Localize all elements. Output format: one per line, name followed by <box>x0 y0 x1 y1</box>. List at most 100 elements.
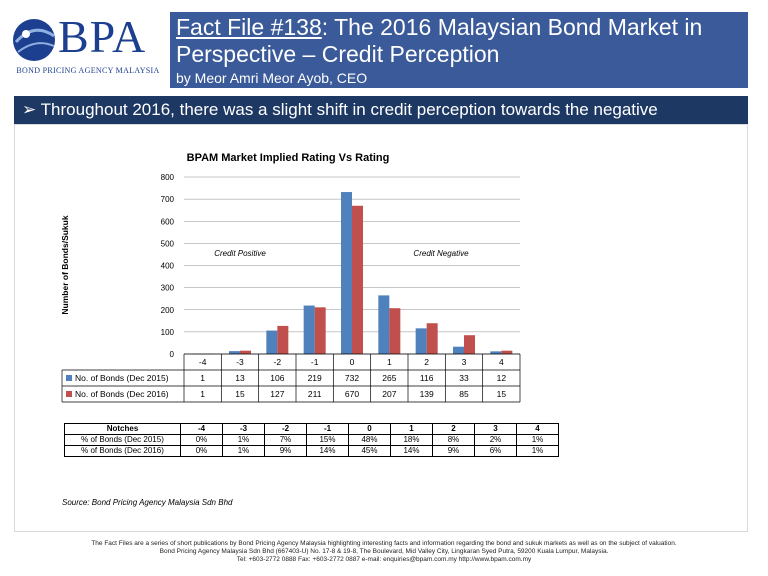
bar-dec2015-3 <box>453 346 464 354</box>
bpa-logo <box>13 19 55 61</box>
legend-label: No. of Bonds (Dec 2016) <box>75 389 169 399</box>
pct-header-cell: 3 <box>474 423 517 435</box>
bullet-arrow-icon: ➢ <box>22 100 41 119</box>
logo-text: BPA <box>58 11 147 62</box>
data-label: 15 <box>497 389 507 399</box>
bar-dec2015-0 <box>341 192 352 354</box>
category-label: 1 <box>387 357 392 367</box>
bar-dec2016-0 <box>352 205 363 354</box>
bar-dec2016-4 <box>501 350 513 354</box>
data-label: 265 <box>382 373 396 383</box>
content-frame <box>14 124 748 532</box>
table-cell: 45% <box>348 445 391 457</box>
bar-dec2015--2 <box>266 330 278 354</box>
source-note: Source: Bond Pricing Agency Malaysia Sdn… <box>62 498 233 507</box>
pct-header-cell: -3 <box>222 423 265 435</box>
logo-globe-icon <box>13 19 55 61</box>
pct-header-label: Notches <box>64 423 181 435</box>
data-label: 12 <box>497 373 507 383</box>
logo-subtitle: BOND PRICING AGENCY MALAYSIA <box>16 66 160 75</box>
row-label: % of Bonds (Dec 2015) <box>64 434 181 446</box>
pct-header-cell: -1 <box>306 423 349 435</box>
table-cell: 6% <box>474 445 517 457</box>
bar-dec2016-2 <box>426 323 438 354</box>
table-cell: 1% <box>516 434 559 446</box>
data-label: 1 <box>200 373 205 383</box>
table-cell: 1% <box>222 434 265 446</box>
bar-dec2015--1 <box>303 305 315 354</box>
bar-dec2016-1 <box>389 308 401 354</box>
y-tick-label: 100 <box>161 328 175 337</box>
category-label: -4 <box>199 357 207 367</box>
table-row: % of Bonds (Dec 2016) 0% 1% 9% 14% 45% 1… <box>64 445 559 457</box>
category-label: -3 <box>236 357 244 367</box>
data-label: 139 <box>420 389 434 399</box>
data-label: 13 <box>235 373 245 383</box>
table-cell: 48% <box>348 434 391 446</box>
pct-header-cell: 2 <box>432 423 475 435</box>
data-label: 33 <box>459 373 469 383</box>
annotation-credit-positive: Credit Positive <box>214 249 266 258</box>
bar-dec2015-1 <box>378 295 390 354</box>
category-label: 4 <box>499 357 504 367</box>
page-title: Fact File #138: The 2016 Malaysian Bond … <box>176 14 746 68</box>
row-label: % of Bonds (Dec 2016) <box>64 445 181 457</box>
table-cell: 8% <box>432 434 475 446</box>
key-point-text: Throughout 2016, there was a slight shif… <box>40 100 658 119</box>
y-tick-label: 0 <box>170 350 175 359</box>
y-tick-label: 400 <box>161 262 175 271</box>
pct-header-cell: 0 <box>348 423 391 435</box>
key-point-banner: ➢ Throughout 2016, there was a slight sh… <box>14 96 748 124</box>
data-label: 1 <box>200 389 205 399</box>
category-label: 0 <box>350 357 355 367</box>
category-label: -1 <box>311 357 319 367</box>
category-label: -2 <box>274 357 282 367</box>
bar-dec2015-4 <box>490 351 502 354</box>
pct-header-cell: -4 <box>180 423 223 435</box>
bar-dec2016--3 <box>240 350 251 354</box>
category-label: 2 <box>424 357 429 367</box>
byline: by Meor Amri Meor Ayob, CEO <box>176 70 368 86</box>
data-label: 732 <box>345 373 359 383</box>
table-cell: 18% <box>390 434 433 446</box>
legend-swatch <box>66 375 72 381</box>
legend-label: No. of Bonds (Dec 2015) <box>75 373 169 383</box>
footer: The Fact Files are a series of short pub… <box>0 540 768 564</box>
pct-header-cell: 4 <box>516 423 559 435</box>
table-cell: 14% <box>306 445 349 457</box>
bar-dec2015-2 <box>415 328 427 354</box>
data-label: 116 <box>420 373 434 383</box>
bar-dec2015--3 <box>229 351 240 354</box>
title-rest: : The 2016 Malaysian Bond Market in Pers… <box>176 14 703 67</box>
category-label: 3 <box>462 357 467 367</box>
data-label: 670 <box>345 389 359 399</box>
title-link[interactable]: Fact File #138 <box>176 14 322 40</box>
y-axis-label: Number of Bonds/Sukuk <box>60 215 70 314</box>
data-label: 15 <box>235 389 245 399</box>
table-cell: 0% <box>180 445 223 457</box>
data-label: 106 <box>270 373 284 383</box>
footer-line-2: Bond Pricing Agency Malaysia Sdn Bhd (66… <box>159 548 609 555</box>
pct-header-cell: 1 <box>390 423 433 435</box>
y-tick-label: 500 <box>161 239 175 248</box>
y-tick-label: 800 <box>161 173 175 182</box>
pct-table-header-row: Notches -4 -3 -2 -1 0 1 2 3 4 <box>64 423 559 435</box>
data-label: 211 <box>308 389 322 399</box>
chart-title: BPAM Market Implied Rating Vs Rating <box>187 152 390 164</box>
table-cell: 15% <box>306 434 349 446</box>
table-row: % of Bonds (Dec 2015) 0% 1% 7% 15% 48% 1… <box>64 434 559 446</box>
table-cell: 1% <box>222 445 265 457</box>
annotation-credit-negative: Credit Negative <box>413 249 469 258</box>
table-cell: 7% <box>264 434 307 446</box>
data-label: 127 <box>270 389 284 399</box>
y-tick-label: 200 <box>161 306 175 315</box>
table-cell: 9% <box>264 445 307 457</box>
bar-dec2016-3 <box>464 335 475 354</box>
table-cell: 1% <box>516 445 559 457</box>
table-cell: 14% <box>390 445 433 457</box>
y-tick-label: 600 <box>161 217 175 226</box>
table-cell: 0% <box>180 434 223 446</box>
data-label: 207 <box>382 389 396 399</box>
footer-line-1: The Fact Files are a series of short pub… <box>91 540 677 547</box>
